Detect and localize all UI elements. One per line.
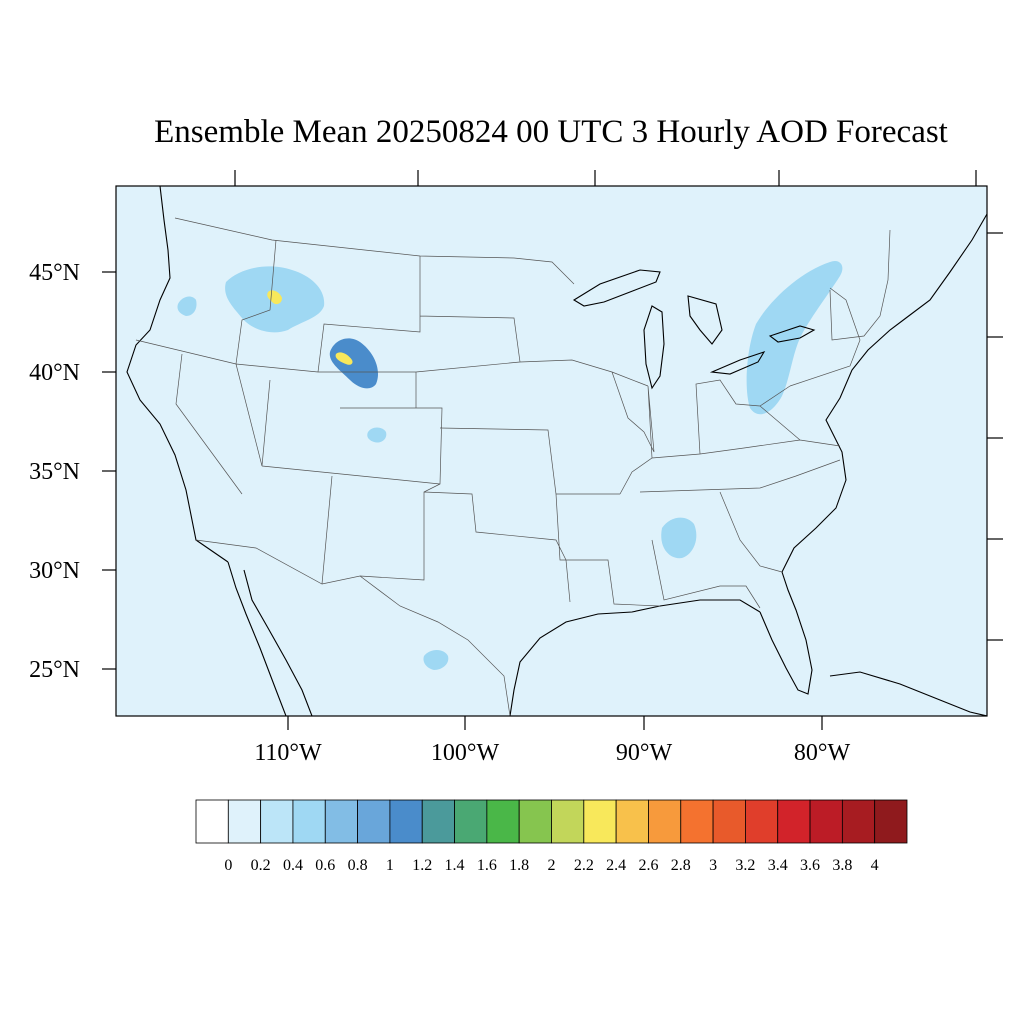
lat-label-4: 25°N <box>29 657 80 683</box>
map-ticks <box>102 170 1003 730</box>
lat-label-0: 45°N <box>29 260 80 286</box>
colorbar-box-15 <box>680 799 714 844</box>
colorbar-label-12: 2.4 <box>606 857 626 874</box>
colorbar-box-0 <box>195 799 229 844</box>
atlantic-coastline <box>781 213 987 573</box>
colorbar-box-21 <box>874 799 908 844</box>
lake-superior <box>572 269 661 307</box>
colorbar-label-3: 0.6 <box>315 857 335 874</box>
colorbar-labels: 0 0.2 0.4 0.6 0.8 1 1.2 1.4 1.6 1.8 2 2.2 2.4 2.6 2.8 3… <box>224 857 878 874</box>
colorbar-box-12 <box>583 799 617 844</box>
colorbar-label-10: 2 <box>548 857 556 874</box>
colorbar-box-8 <box>454 799 488 844</box>
chart-title: Ensemble Mean 20250824 00 UTC 3 Hourly A… <box>154 114 948 150</box>
colorbar-label-9: 1.8 <box>509 857 529 874</box>
lon-label-1: 100°W <box>431 740 500 766</box>
aod-field <box>177 260 843 670</box>
colorbar-label-15: 3 <box>709 857 717 874</box>
canada-border <box>174 217 575 285</box>
lon-label-3: 80°W <box>794 740 851 766</box>
colorado-smoke-patch <box>367 427 387 443</box>
colorbar-label-2: 0.4 <box>283 857 303 874</box>
pacific-coastline <box>126 186 229 563</box>
colorbar-boxes <box>195 799 908 844</box>
latitude-labels: 45°N 40°N 35°N 30°N 25°N <box>29 260 80 683</box>
colorbar-label-14: 2.8 <box>671 857 691 874</box>
lon-label-0: 110°W <box>254 740 322 766</box>
colorbar-box-4 <box>324 799 358 844</box>
colorbar-box-19 <box>809 799 843 844</box>
colorbar-box-14 <box>648 799 682 844</box>
colorbar-box-7 <box>421 799 455 844</box>
colorbar-label-6: 1.2 <box>412 857 432 874</box>
map-panel: 110°W 100°W 90°W 80°W 45°N 40°N 35°N 30°N 25°N <box>29 170 1003 766</box>
baja-california-coast <box>227 561 287 716</box>
lake-michigan <box>643 305 665 390</box>
colorbar: 0 0.2 0.4 0.6 0.8 1 1.2 1.4 1.6 1.8 2 2.2 2.4 2.6 2.8 3… <box>195 799 908 874</box>
gulf-coast <box>509 599 761 716</box>
gulf-of-mexico-patch <box>423 650 449 670</box>
great-lakes-ohio-valley-smoke <box>746 260 843 415</box>
colorbar-box-20 <box>841 799 876 844</box>
colorbar-label-8: 1.6 <box>477 857 497 874</box>
map-background <box>116 186 987 716</box>
colorbar-box-10 <box>518 799 552 844</box>
colorbar-label-18: 3.6 <box>800 857 820 874</box>
southern-wyoming-fire-plume <box>329 338 379 389</box>
colorbar-label-1: 0.2 <box>251 857 271 874</box>
colorbar-box-6 <box>389 799 423 844</box>
longitude-labels: 110°W 100°W 90°W 80°W <box>254 740 850 766</box>
central-oregon-smoke <box>177 296 197 316</box>
colorbar-box-11 <box>551 799 585 844</box>
colorbar-box-2 <box>260 799 294 844</box>
map-frame <box>115 185 988 717</box>
colorbar-label-0: 0 <box>224 857 232 874</box>
colorbar-box-5 <box>357 799 391 844</box>
lake-erie <box>709 351 766 375</box>
gulf-of-california-coast <box>243 569 313 716</box>
lat-label-3: 30°N <box>29 558 80 584</box>
boundaries <box>126 186 987 716</box>
colorbar-label-5: 1 <box>386 857 394 874</box>
lake-huron <box>687 295 723 345</box>
colorbar-box-9 <box>486 799 520 844</box>
lat-label-1: 40°N <box>29 360 80 386</box>
colorbar-label-16: 3.2 <box>735 857 755 874</box>
florida-coast <box>759 571 813 695</box>
lake-ontario <box>768 325 816 343</box>
cuba-coast <box>829 671 987 716</box>
colorbar-label-13: 2.6 <box>638 857 658 874</box>
state-lines <box>135 229 891 609</box>
wyoming-fire-core <box>335 352 353 365</box>
colorbar-box-1 <box>227 799 262 844</box>
lat-label-2: 35°N <box>29 459 80 485</box>
colorbar-label-7: 1.4 <box>445 857 465 874</box>
alabama-smoke-patch <box>661 517 697 559</box>
colorbar-box-17 <box>745 799 779 844</box>
colorbar-box-13 <box>615 799 649 844</box>
lon-label-2: 90°W <box>616 740 673 766</box>
colorbar-label-20: 4 <box>871 857 879 874</box>
colorbar-box-16 <box>712 799 746 844</box>
colorbar-label-19: 3.8 <box>832 857 852 874</box>
colorbar-box-18 <box>777 799 811 844</box>
colorbar-box-3 <box>292 799 326 844</box>
mexico-border <box>195 539 511 716</box>
colorbar-label-4: 0.8 <box>348 857 368 874</box>
colorbar-label-11: 2.2 <box>574 857 594 874</box>
colorbar-label-17: 3.4 <box>768 857 788 874</box>
